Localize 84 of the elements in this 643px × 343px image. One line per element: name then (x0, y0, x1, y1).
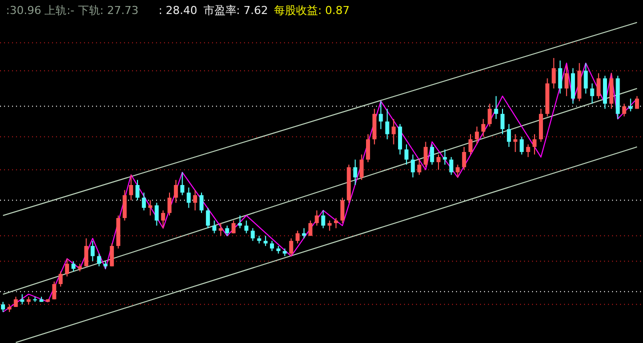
candlestick (71, 260, 76, 272)
candlestick (270, 240, 274, 252)
candlestick (180, 172, 184, 196)
candlestick (206, 207, 210, 229)
candlestick (250, 228, 255, 242)
candlestick (526, 144, 530, 158)
candlestick (353, 159, 358, 186)
candlestick (58, 270, 63, 288)
candlestick (218, 222, 223, 236)
text: 每股收益: 0.87 (274, 4, 350, 17)
candlestick (552, 58, 556, 89)
candlestick (436, 154, 440, 170)
candlestick (193, 190, 198, 211)
candlestick (186, 187, 191, 208)
candlestick (481, 118, 486, 138)
candlestick (635, 96, 639, 110)
candlestick (558, 60, 562, 94)
candlestick (232, 220, 236, 234)
candlestick (488, 103, 492, 128)
candlestick (200, 192, 204, 214)
candlestick (366, 134, 370, 163)
candlestick (404, 144, 408, 166)
candlestick (142, 192, 146, 211)
candlestick (520, 136, 524, 156)
candlestick (161, 210, 166, 229)
candlestick (596, 72, 601, 100)
candlestick (340, 197, 344, 224)
candlestick (532, 134, 537, 156)
candlestick (449, 156, 454, 176)
candlestick (110, 242, 114, 267)
candlestick (90, 240, 95, 262)
candlestick (122, 190, 127, 222)
candlestick (296, 230, 300, 244)
candlestick (468, 134, 472, 156)
candlestick (264, 235, 268, 246)
candlestick (513, 134, 518, 152)
candlestick (238, 214, 242, 229)
candlestick (302, 228, 306, 239)
candlestick (148, 200, 152, 216)
candlestick (289, 238, 294, 257)
candlestick (398, 124, 402, 156)
candlestick (334, 218, 338, 229)
candlestick (590, 82, 594, 104)
candlestick (378, 100, 383, 130)
candlestick (392, 118, 396, 145)
candlestick (244, 220, 248, 234)
candlestick (494, 96, 498, 120)
candlestick (1, 301, 5, 312)
candlestick (430, 144, 434, 166)
candlestick (328, 220, 332, 232)
candlestick (97, 253, 102, 267)
candlestick (385, 108, 390, 140)
candlestick (462, 146, 466, 170)
candlestick (417, 159, 422, 176)
candlestick (225, 225, 230, 236)
text: :30.96 上轨:- 下轨: 27.73 (6, 4, 139, 17)
candlestick (314, 210, 319, 226)
candlestick (410, 154, 415, 178)
candlestick (474, 126, 479, 145)
candlestick (456, 164, 460, 178)
text: : 28.40 (158, 4, 198, 17)
candlestick (564, 65, 569, 97)
candlestick (174, 179, 178, 204)
candlestick (84, 238, 88, 267)
candlestick (20, 294, 24, 305)
candlestick (321, 210, 326, 229)
candlestick (212, 220, 216, 234)
candlestick (506, 124, 511, 148)
candlestick (622, 103, 626, 117)
candlestick (154, 202, 159, 226)
candlestick (500, 108, 505, 135)
candlestick (308, 220, 312, 236)
candlestick (424, 141, 428, 168)
candlestick (14, 296, 18, 308)
candlestick (442, 148, 447, 166)
candlestick (129, 174, 134, 201)
candlestick (135, 179, 140, 201)
candlestick (52, 281, 56, 300)
candlestick (628, 98, 633, 112)
candlestick (584, 62, 588, 94)
candlestick (65, 258, 70, 277)
candlestick (360, 154, 364, 180)
text: 市盈率: 7.62 (203, 4, 268, 17)
candlestick (168, 192, 172, 216)
